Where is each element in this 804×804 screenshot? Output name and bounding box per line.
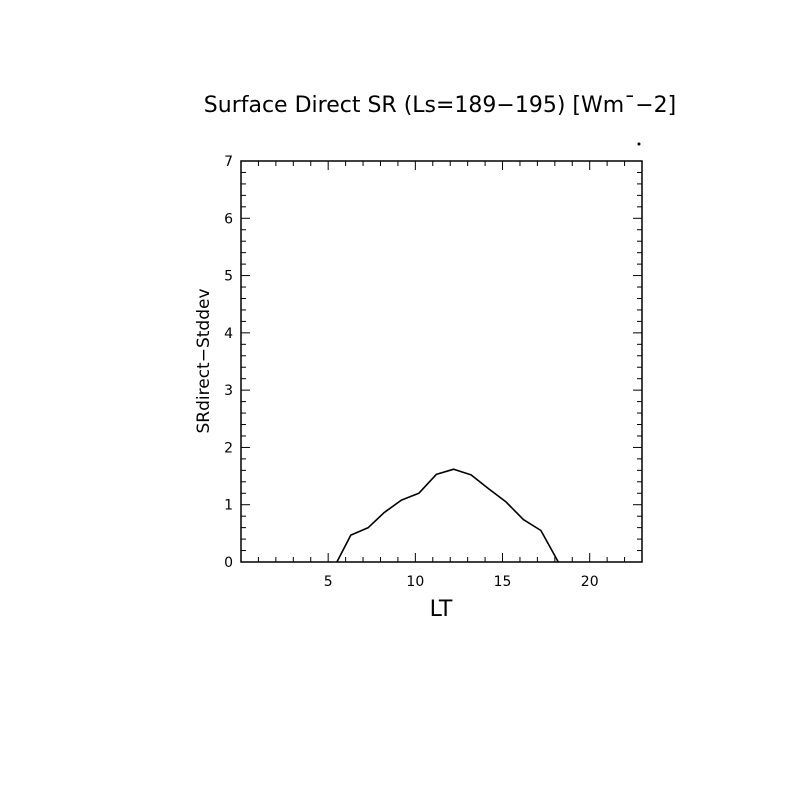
x-axis-label: LT — [430, 597, 453, 622]
series-line-0 — [336, 468, 560, 563]
y-tick-label: 5 — [224, 269, 233, 285]
y-tick-label: 1 — [224, 498, 233, 514]
tick-labels: 5 10 15 20 0 1 2 3 4 5 6 7 — [224, 154, 599, 590]
y-tick-label: 4 — [224, 326, 233, 342]
y-tick-label: 2 — [224, 440, 233, 456]
y-tick-label: 6 — [224, 211, 233, 227]
y-axis-label: SRdirect−Stddev — [194, 288, 214, 433]
y-tick-label: 3 — [224, 383, 233, 399]
x-tick-label: 15 — [494, 574, 512, 590]
series-lines — [336, 468, 560, 563]
corner-dot-mark — [637, 142, 641, 146]
x-tick-label: 20 — [581, 574, 599, 590]
x-tick-label: 5 — [324, 574, 333, 590]
chart-title: Surface Direct SR (Ls=189−195) [Wm¯−2] — [204, 93, 676, 118]
plot-frame — [240, 160, 643, 563]
x-tick-label: 10 — [406, 574, 424, 590]
axis-ticks — [240, 160, 643, 563]
y-tick-label: 7 — [224, 154, 233, 170]
y-tick-label: 0 — [224, 555, 233, 571]
